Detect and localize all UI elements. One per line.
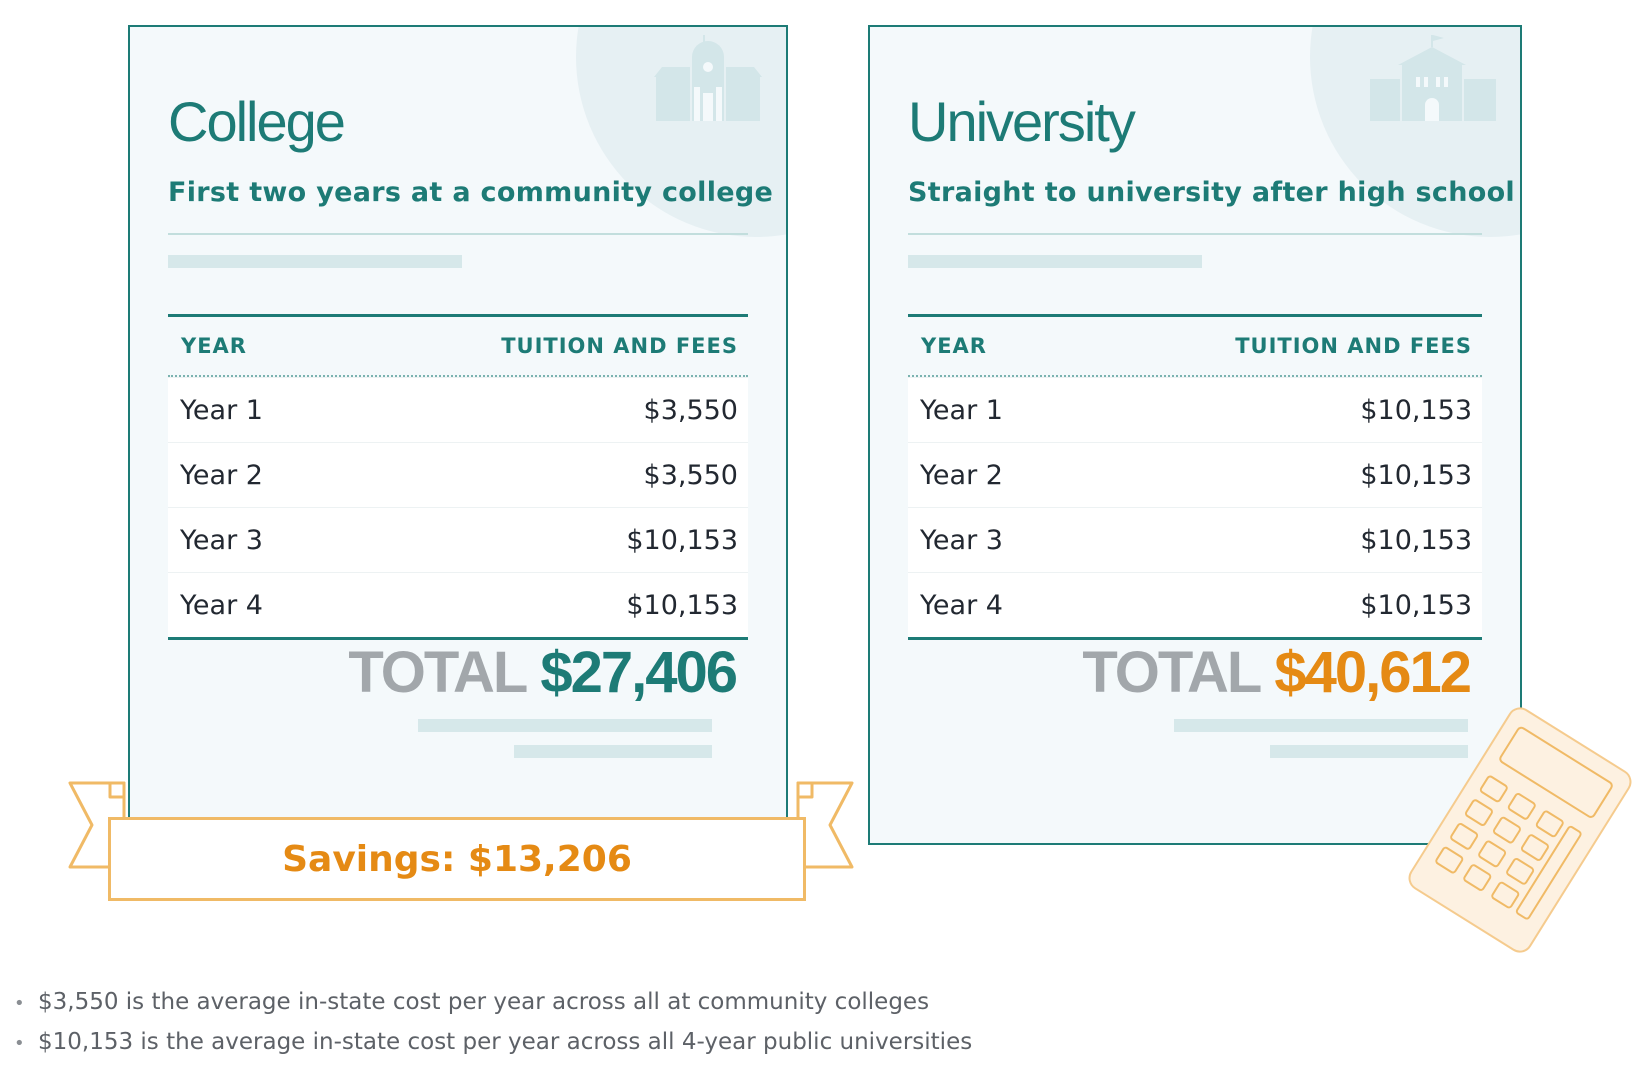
- placeholder-line: [418, 719, 712, 732]
- savings-text: Savings: $13,206: [282, 838, 632, 880]
- college-building-icon: [654, 35, 762, 121]
- year-cell: Year 1: [180, 394, 263, 426]
- footnote-text: $10,153 is the average in-state cost per…: [38, 1029, 973, 1055]
- placeholder-line: [1270, 745, 1468, 758]
- tuition-cell: $10,153: [626, 589, 738, 621]
- list-item: • $3,550 is the average in-state cost per…: [14, 982, 972, 1022]
- placeholder-line: [168, 255, 462, 268]
- tuition-cell: $10,153: [1360, 589, 1472, 621]
- year-cell: Year 1: [920, 394, 1003, 426]
- calculator-icon: [1408, 707, 1632, 953]
- tuition-cell: $10,153: [626, 524, 738, 556]
- tuition-cell: $10,153: [1360, 394, 1472, 426]
- year-cell: Year 3: [920, 524, 1003, 556]
- university-total-value: $40,612: [1274, 640, 1472, 705]
- year-column-header: YEAR: [921, 334, 987, 358]
- table-row: Year 3 $10,153: [168, 507, 748, 572]
- table-row: Year 1 $10,153: [908, 377, 1482, 442]
- table-header: YEAR TUITION AND FEES: [168, 317, 748, 377]
- table-row: Year 2 $10,153: [908, 442, 1482, 507]
- placeholder-line: [1174, 719, 1468, 732]
- footnotes: • $3,550 is the average in-state cost per…: [14, 982, 972, 1062]
- bullet-icon: •: [14, 993, 25, 1014]
- college-total-value: $27,406: [540, 640, 738, 705]
- year-cell: Year 4: [920, 589, 1003, 621]
- placeholder-line: [514, 745, 712, 758]
- university-title: University: [908, 90, 1136, 153]
- year-cell: Year 4: [180, 589, 263, 621]
- tuition-column-header: TUITION AND FEES: [1235, 334, 1472, 358]
- placeholder-line: [908, 255, 1202, 268]
- college-total: TOTAL $27,406: [348, 639, 738, 706]
- table-row: Year 4 $10,153: [168, 572, 748, 637]
- table-row: Year 4 $10,153: [908, 572, 1482, 637]
- table-row: Year 1 $3,550: [168, 377, 748, 442]
- college-subtitle: First two years at a community college: [168, 177, 774, 208]
- total-label: TOTAL: [348, 640, 528, 705]
- tuition-cell: $3,550: [643, 394, 738, 426]
- year-cell: Year 2: [180, 459, 263, 491]
- divider: [168, 233, 748, 235]
- tuition-cell: $3,550: [643, 459, 738, 491]
- tuition-cell: $10,153: [1360, 459, 1472, 491]
- footnote-text: $3,550 is the average in-state cost per …: [38, 989, 930, 1015]
- college-tuition-table: YEAR TUITION AND FEES Year 1 $3,550 Year…: [168, 314, 748, 640]
- table-row: Year 3 $10,153: [908, 507, 1482, 572]
- college-card: College First two years at a community c…: [128, 25, 788, 845]
- year-cell: Year 2: [920, 459, 1003, 491]
- university-total: TOTAL $40,612: [1082, 639, 1472, 706]
- list-item: • $10,153 is the average in-state cost pe…: [14, 1022, 972, 1062]
- savings-banner: Savings: $13,206: [108, 817, 806, 901]
- tuition-cell: $10,153: [1360, 524, 1472, 556]
- university-tuition-table: YEAR TUITION AND FEES Year 1 $10,153 Yea…: [908, 314, 1482, 640]
- university-subtitle: Straight to university after high school: [908, 177, 1515, 208]
- table-header: YEAR TUITION AND FEES: [908, 317, 1482, 377]
- university-building-icon: [1370, 35, 1496, 121]
- divider: [908, 233, 1482, 235]
- total-label: TOTAL: [1082, 640, 1262, 705]
- tuition-column-header: TUITION AND FEES: [501, 334, 738, 358]
- table-row: Year 2 $3,550: [168, 442, 748, 507]
- college-title: College: [168, 90, 346, 153]
- year-cell: Year 3: [180, 524, 263, 556]
- university-card: University Straight to university after …: [868, 25, 1522, 845]
- year-column-header: YEAR: [181, 334, 247, 358]
- bullet-icon: •: [14, 1033, 25, 1054]
